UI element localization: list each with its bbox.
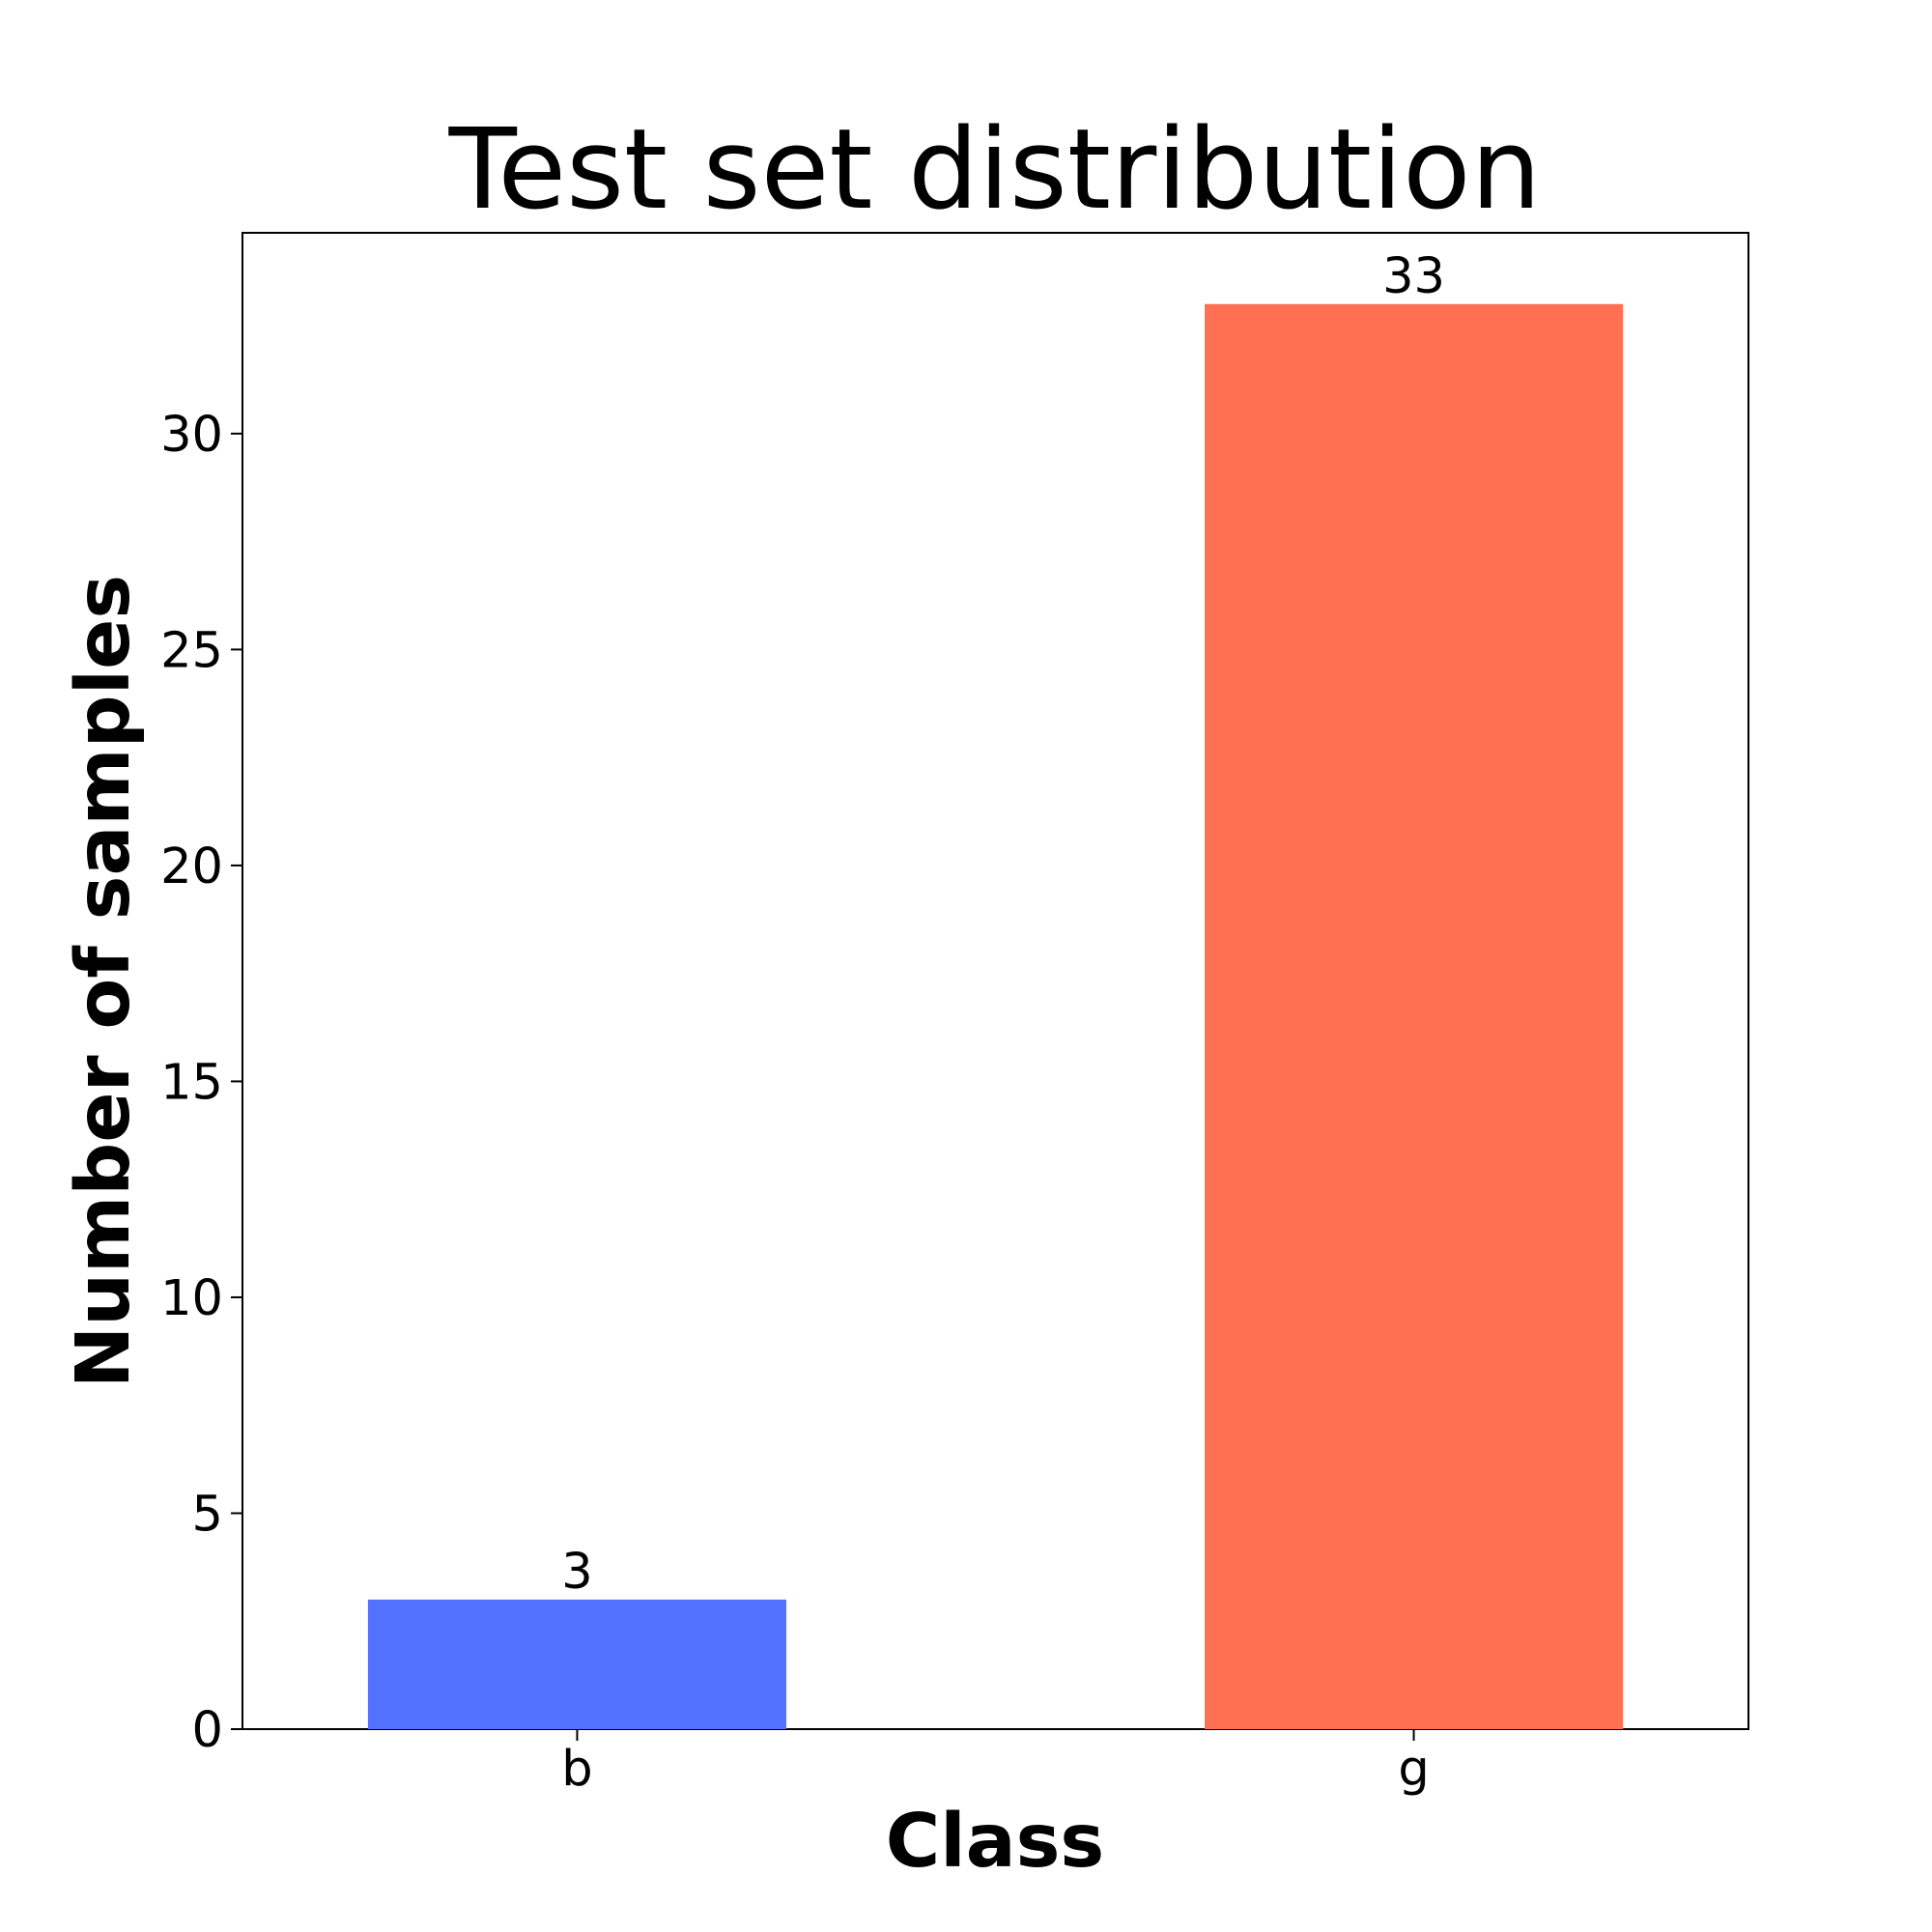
y-tick-label: 0 xyxy=(192,1702,223,1759)
x-tick-label-b: b xyxy=(561,1741,592,1798)
y-tick-label: 20 xyxy=(160,838,223,895)
y-tick-label: 25 xyxy=(160,622,223,679)
x-tick-label-g: g xyxy=(1398,1741,1429,1798)
y-tick-label: 15 xyxy=(160,1054,223,1111)
bar-g xyxy=(1205,303,1624,1729)
y-tick-label: 5 xyxy=(192,1486,223,1543)
bar-b xyxy=(367,1599,786,1729)
bars-group: 333 xyxy=(367,248,1624,1729)
x-axis-label: Class xyxy=(886,1799,1105,1885)
data-label-g: 33 xyxy=(1382,248,1445,305)
chart-title: Test set distribution xyxy=(448,105,1542,235)
y-axis-label: Number of samples xyxy=(61,575,147,1388)
data-label-b: 3 xyxy=(561,1544,592,1601)
y-axis-ticks: 0 5 10 15 20 25 30 xyxy=(160,407,242,1759)
plot-frame xyxy=(242,232,1749,1730)
y-tick-label: 10 xyxy=(160,1270,223,1327)
y-tick-label: 30 xyxy=(160,407,223,464)
